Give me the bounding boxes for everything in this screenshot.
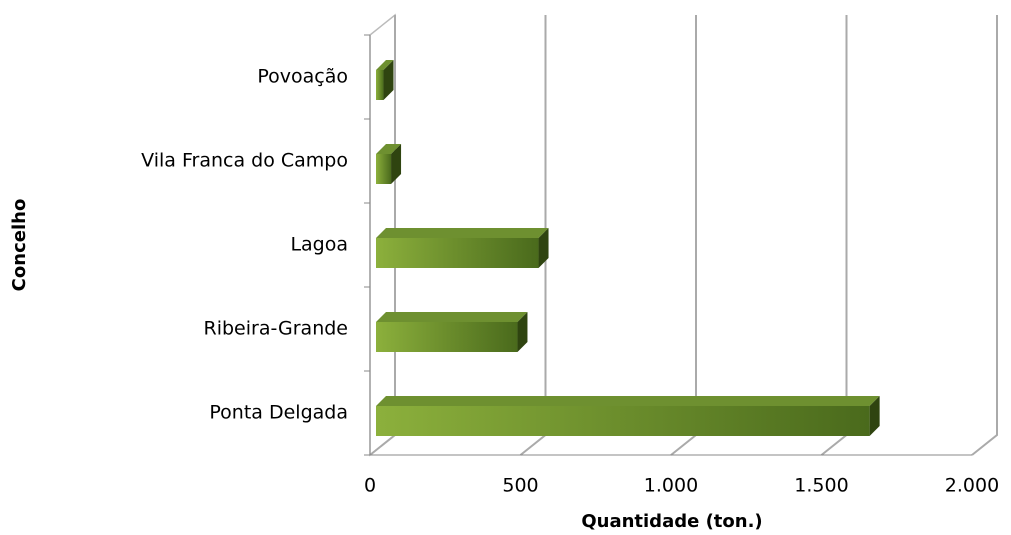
grid-line xyxy=(670,15,697,456)
y-tick-label: Ponta Delgada xyxy=(209,402,348,424)
bar xyxy=(376,144,402,184)
y-tick-label: Vila Franca do Campo xyxy=(141,150,348,172)
x-axis-title: Quantidade (ton.) xyxy=(581,511,762,532)
x-tick-label: 0 xyxy=(364,475,376,497)
bar xyxy=(376,396,880,436)
y-tick-label: Ribeira-Grande xyxy=(204,318,349,340)
x-tick-label: 500 xyxy=(502,475,538,497)
x-tick-label: 1.000 xyxy=(644,475,698,497)
y-tick-label: Lagoa xyxy=(290,234,348,256)
x-tick-label: 1.500 xyxy=(794,475,848,497)
y-axis-title: Concelho xyxy=(9,199,30,292)
bar xyxy=(376,60,394,100)
grid-line xyxy=(820,15,848,456)
grid-line xyxy=(971,15,998,456)
bar xyxy=(376,228,549,268)
bar xyxy=(376,312,528,352)
x-tick-label: 2.000 xyxy=(945,475,999,497)
y-tick-label: Povoação xyxy=(257,66,348,88)
